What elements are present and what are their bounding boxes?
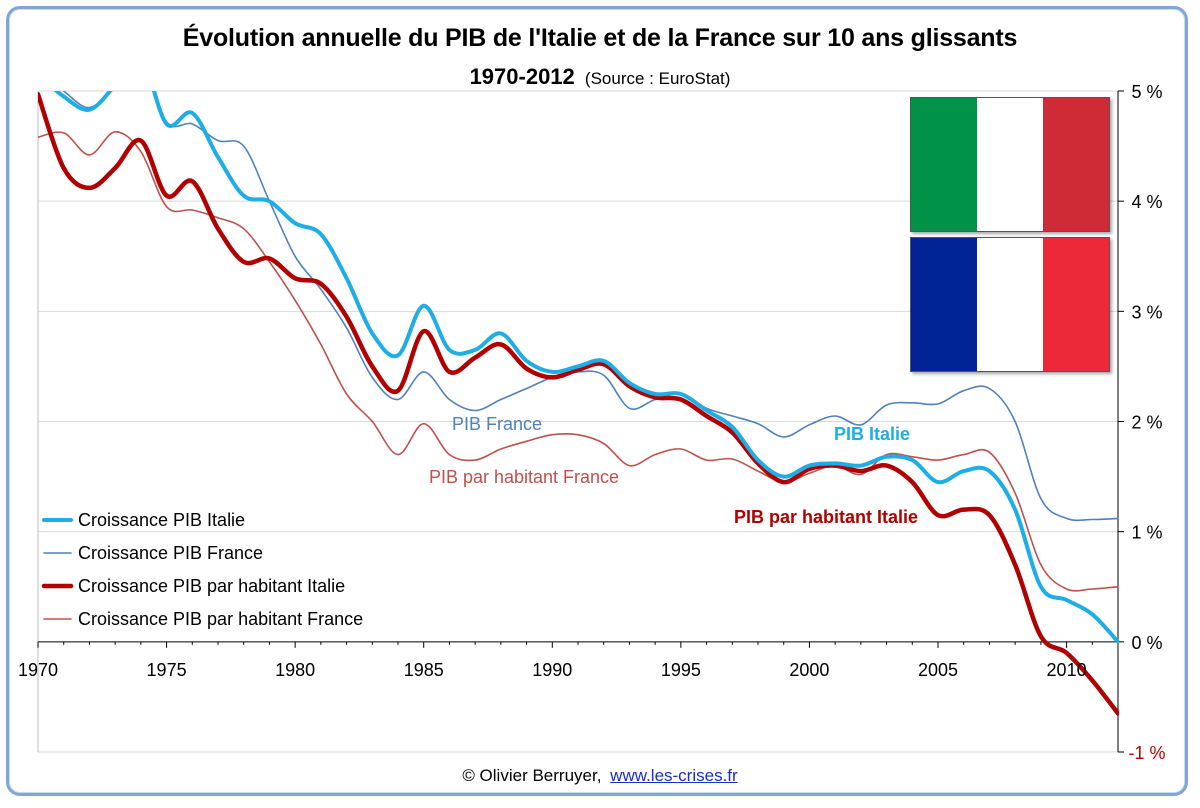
y-tick-label: 3 %	[1131, 302, 1162, 322]
y-tick-label: 1 %	[1131, 523, 1162, 543]
annotation-pib-habitant-france: PIB par habitant France	[429, 467, 619, 487]
italy-flag-icon	[910, 97, 1110, 232]
credit-link[interactable]: www.les-crises.fr	[610, 766, 738, 785]
tick-labels: -1 % 0 % 1 % 2 % 3 % 4 % 5 % 1970 1975 1980 1985 19…	[18, 82, 1166, 763]
y-tick-label: 5 %	[1131, 82, 1162, 102]
x-tick-label: 2005	[918, 660, 958, 680]
legend-label: Croissance PIB France	[78, 543, 263, 563]
series-lines	[38, 91, 1119, 716]
grid-lines	[38, 90, 1118, 753]
credit: © Olivier Berruyer, www.les-crises.fr	[0, 766, 1200, 786]
series-line-pib-habitant-italie	[38, 92, 1119, 716]
x-tick-label: 1980	[275, 660, 315, 680]
chart-source: (Source : EuroStat)	[584, 69, 731, 88]
y-tick-label: -1 %	[1128, 743, 1165, 763]
y-tick-label: 2 %	[1131, 413, 1162, 433]
annotation-pib-habitant-italie: PIB par habitant Italie	[734, 507, 918, 527]
y-tick-label: 0 %	[1131, 633, 1162, 653]
legend-label: Croissance PIB Italie	[78, 510, 245, 530]
annotation-pib-france: PIB France	[452, 414, 542, 434]
x-tick-label: 2010	[1047, 660, 1087, 680]
france-flag-icon	[910, 237, 1110, 372]
chart-subtitle-years: 1970-2012	[469, 64, 575, 89]
legend: Croissance PIB Italie Croissance PIB Fran…	[41, 510, 363, 629]
x-tick-label: 1995	[661, 660, 701, 680]
legend-label: Croissance PIB par habitant Italie	[78, 576, 345, 596]
legend-label: Croissance PIB par habitant France	[78, 609, 363, 629]
annotation-pib-italie: PIB Italie	[834, 424, 910, 444]
x-tick-label: 2000	[789, 660, 829, 680]
series-line-pib-habitant-france	[38, 130, 1119, 592]
x-tick-label: 1985	[404, 660, 444, 680]
x-tick-label: 1970	[18, 660, 58, 680]
x-tick-label: 1975	[147, 660, 187, 680]
chart-subtitle: 1970-2012 (Source : EuroStat)	[0, 64, 1200, 90]
x-tick-label: 1990	[532, 660, 572, 680]
y-tick-label: 4 %	[1131, 192, 1162, 212]
series-line-pib-italie	[53, 91, 1119, 644]
credit-text: © Olivier Berruyer,	[462, 766, 602, 785]
chart-title: Évolution annuelle du PIB de l'Italie et…	[182, 24, 1018, 52]
annotations: PIB Italie PIB France PIB par habitant Ita…	[429, 414, 918, 527]
